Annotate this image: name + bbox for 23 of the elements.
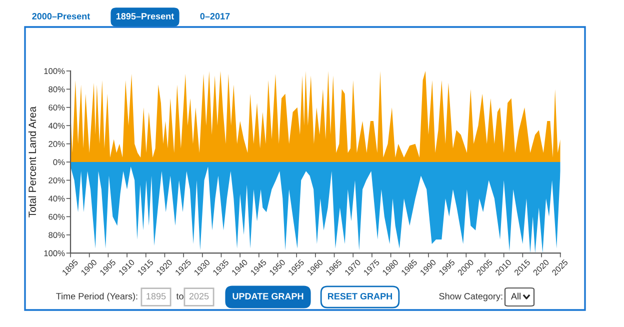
y-tick-label: 20% [48,141,65,147]
y-tick-label: 60% [48,104,65,110]
y-axis-title: Total Percent Land Area [28,106,36,218]
y-tick-label: 100% [44,68,65,74]
text: All [511,292,520,300]
text: Show Category: [439,292,502,302]
text: Time Period (Years): [56,292,138,302]
text: 0–2017 [200,13,230,20]
y-tick-label: 40% [48,122,65,129]
y-tick-label: 80% [48,232,65,238]
text: UPDATE GRAPH [232,293,304,300]
y-tick-label: 0% [53,159,65,166]
y-tick-label: 60% [48,214,65,220]
y-tick-label: 20% [48,177,65,184]
y-tick-label: 80% [48,86,65,92]
text: 2025 [189,293,209,300]
text: 1895–Present [116,13,174,20]
text: 1895 [146,293,166,300]
y-tick-label: 40% [48,196,65,202]
text: RESET GRAPH [328,293,392,300]
text: 2000–Present [32,13,90,20]
text: to [176,293,184,300]
y-tick-label: 100% [44,250,65,256]
